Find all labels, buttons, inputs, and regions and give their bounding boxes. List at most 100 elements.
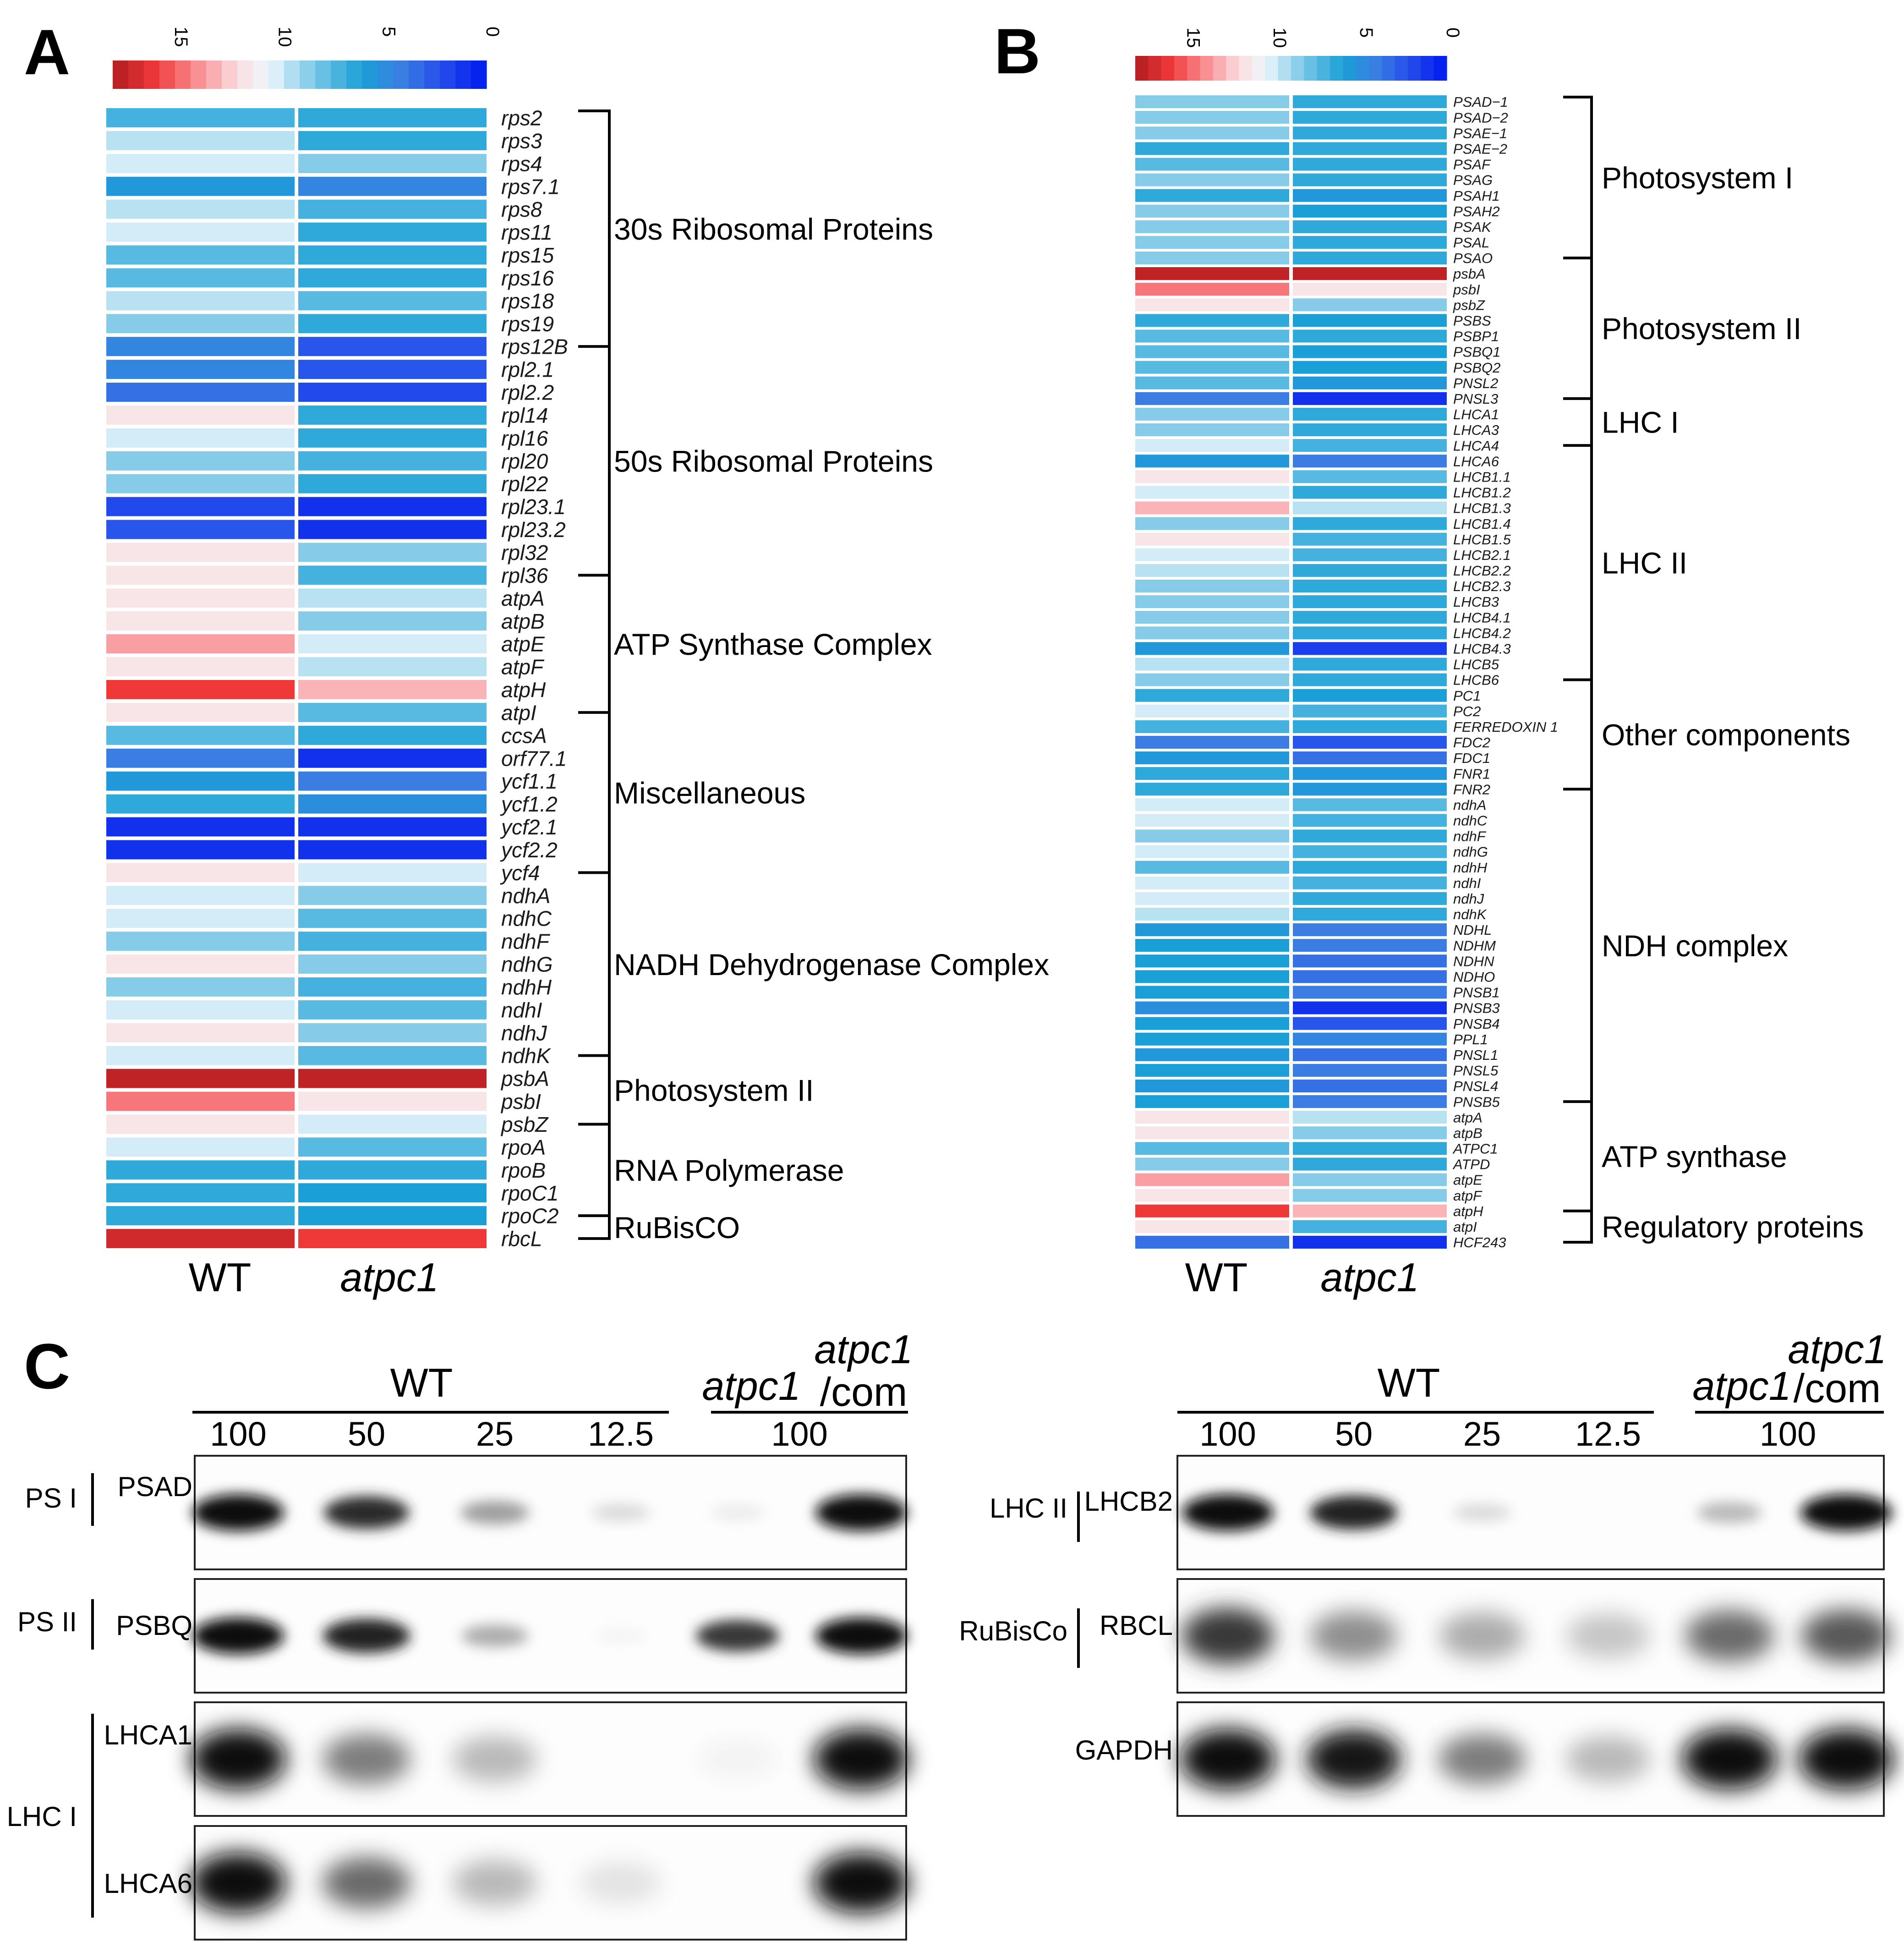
heatmap-cell-atpc1-rps4 <box>298 154 487 173</box>
blot-strip-lhca6 <box>194 1825 907 1941</box>
heatmap-cell-wt-psba <box>1135 267 1289 280</box>
group-label-photosystem-i: Photosystem I <box>1602 161 1793 195</box>
heatmap-cell-atpc1-ycf1-2 <box>298 794 487 814</box>
heatmap-b-cells <box>1135 95 1447 1249</box>
heatmap-cell-atpc1-rpl23-2 <box>298 520 487 539</box>
heatmap-cell-atpc1-ndhm <box>1293 939 1447 952</box>
heatmap-cell-wt-psbi <box>106 1091 295 1111</box>
heatmap-cell-atpc1-ycf4 <box>298 863 487 883</box>
heatmap-cell-wt-lhca6 <box>1135 455 1289 468</box>
heatmap-cell-wt-lhcb1-1 <box>1135 470 1289 483</box>
gene-label-lhcb5: LHCB5 <box>1453 657 1499 673</box>
protein-label-psbq: PSBQ <box>116 1610 192 1641</box>
heatmap-cell-atpc1-ccsa <box>298 725 487 745</box>
blot-right-strips <box>1176 1455 1894 1817</box>
colorbar-b-swatch <box>1395 56 1408 81</box>
gene-label-atpa: atpA <box>1453 1109 1483 1125</box>
colorbar-b-swatch <box>1369 56 1382 81</box>
colorbar-b-swatch <box>1161 56 1175 81</box>
heatmap-cell-atpc1-fdc1 <box>1293 751 1447 765</box>
heatmap-cell-atpc1-psbz <box>298 1114 487 1134</box>
gene-label-fdc1: FDC1 <box>1453 750 1490 766</box>
gene-label-atpi: atpI <box>501 701 536 724</box>
heatmap-cell-wt-lhca3 <box>1135 423 1289 437</box>
heatmap-cell-wt-rpl2-1 <box>106 360 295 379</box>
blot-strip-rbcl <box>1176 1578 1885 1694</box>
heatmap-cell-atpc1-psbq2 <box>1293 361 1447 374</box>
group-label-miscellaneous: Miscellaneous <box>614 776 805 810</box>
blot-band-lhca1 <box>814 1729 909 1789</box>
gene-label-ndhf: ndhF <box>1453 828 1487 844</box>
heatmap-cell-atpc1-psbs <box>1293 314 1447 327</box>
heatmap-cell-atpc1-rps11 <box>298 222 487 242</box>
gene-label-atpc1: ATPC1 <box>1452 1141 1498 1157</box>
heatmap-cell-wt-atph <box>106 680 295 699</box>
lane-label: 50 <box>1335 1415 1373 1453</box>
blot-band-lhca6 <box>814 1853 909 1913</box>
blot-left-strips <box>191 1455 909 1941</box>
heatmap-cell-wt-ndhh <box>106 977 295 997</box>
heatmap-cell-wt-rpoc2 <box>106 1206 295 1226</box>
blot-band-rbcl <box>1685 1610 1774 1662</box>
heatmap-cell-wt-lhcb1-3 <box>1135 501 1289 515</box>
gene-label-ndha: ndhA <box>501 884 550 908</box>
group-label-rna-polymerase: RNA Polymerase <box>614 1153 844 1187</box>
colorbar-a-swatch <box>237 60 253 89</box>
blot-band-lhcb2 <box>1453 1503 1511 1522</box>
heatmap-cell-wt-ndhf <box>106 932 295 951</box>
blot-right-wt-header: WT <box>1378 1360 1440 1405</box>
colorbar-b-swatch <box>1330 56 1343 81</box>
heatmap-cell-wt-rps19 <box>106 314 295 334</box>
heatmap-cell-wt-ycf1-2 <box>106 794 295 814</box>
gene-label-ndhl: NDHL <box>1453 922 1492 938</box>
heatmap-cell-atpc1-ndhi <box>298 1000 487 1020</box>
heatmap-cell-wt-ndhg <box>106 954 295 974</box>
blot-strip-psbq <box>194 1578 907 1694</box>
gene-label-pnsl4: PNSL4 <box>1453 1078 1498 1094</box>
gene-label-ycf1-2: ycf1.2 <box>500 792 558 816</box>
gene-label-rpl32: rpl32 <box>501 541 548 565</box>
gene-label-psag: PSAG <box>1453 172 1493 188</box>
gene-label-psad-2: PSAD−2 <box>1453 110 1508 126</box>
heatmap-cell-atpc1-rpl32 <box>298 543 487 562</box>
lane-label: 25 <box>476 1415 514 1453</box>
heatmap-cell-wt-atpd <box>1135 1157 1289 1171</box>
heatmap-cell-wt-ycf2-1 <box>106 817 295 837</box>
gene-label-lhcb1-5: LHCB1.5 <box>1453 532 1511 548</box>
blot-band-psad <box>192 1494 284 1531</box>
complex-label-lhc-i: LHC I <box>7 1801 77 1832</box>
group-label-photosystem-ii: Photosystem II <box>614 1073 814 1107</box>
heatmap-cell-atpc1-psah2 <box>1293 204 1447 218</box>
heatmap-cell-wt-psba <box>106 1069 295 1088</box>
blot-band-psad <box>460 1501 530 1524</box>
heatmap-cell-wt-rps12b <box>106 337 295 356</box>
protein-label-lhca1: LHCA1 <box>104 1720 192 1750</box>
colorbar-b-swatch <box>1252 56 1265 81</box>
column-label-atpc1-b: atpc1 <box>1320 1255 1419 1300</box>
heatmap-cell-atpc1-lhcb1-1 <box>1293 470 1447 483</box>
heatmap-cell-atpc1-psbi <box>1293 283 1447 296</box>
blot-band-lhca6 <box>191 1853 286 1913</box>
gene-label-atpb: atpB <box>501 609 545 633</box>
gene-label-ndhk: ndhK <box>501 1044 552 1068</box>
colorbar-b-swatch <box>1304 56 1318 81</box>
heatmap-cell-wt-rpl36 <box>106 565 295 585</box>
heatmap-cell-wt-psae-1 <box>1135 126 1289 140</box>
blot-band-psbq <box>696 1620 779 1652</box>
heatmap-cell-wt-lhca1 <box>1135 407 1289 421</box>
heatmap-cell-wt-ppl1 <box>1135 1032 1289 1046</box>
blot-band-lhca6 <box>322 1857 411 1909</box>
heatmap-cell-atpc1-rpl36 <box>298 565 487 585</box>
blot-band-gapdh <box>1438 1733 1526 1785</box>
blot-band-rbcl <box>1801 1609 1891 1662</box>
heatmap-cell-atpc1-ndhh <box>1293 861 1447 874</box>
gene-label-ndhm: NDHM <box>1453 938 1496 954</box>
gene-label-atpb: atpB <box>1453 1125 1483 1141</box>
blot-band-rbcl <box>1182 1607 1274 1664</box>
colorbar-b-swatch <box>1265 56 1279 81</box>
gene-label-psbp1: PSBP1 <box>1453 329 1499 345</box>
blot-strip-lhca1 <box>194 1701 907 1817</box>
blot-band-lhca1 <box>452 1736 537 1782</box>
gene-label-ndhn: NDHN <box>1453 953 1494 969</box>
lane-label: 100 <box>210 1415 266 1453</box>
